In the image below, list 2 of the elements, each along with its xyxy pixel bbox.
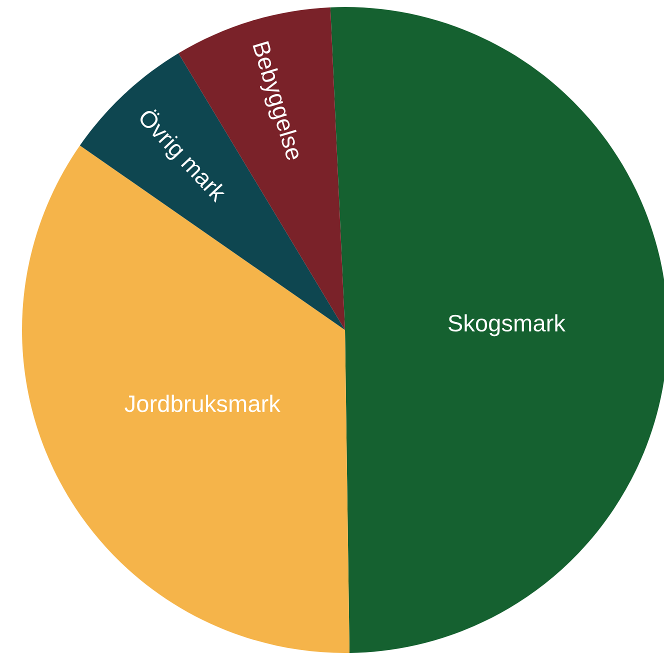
slice-label: Skogsmark xyxy=(448,314,566,336)
slice-label: Jordbruksmark xyxy=(124,394,280,412)
